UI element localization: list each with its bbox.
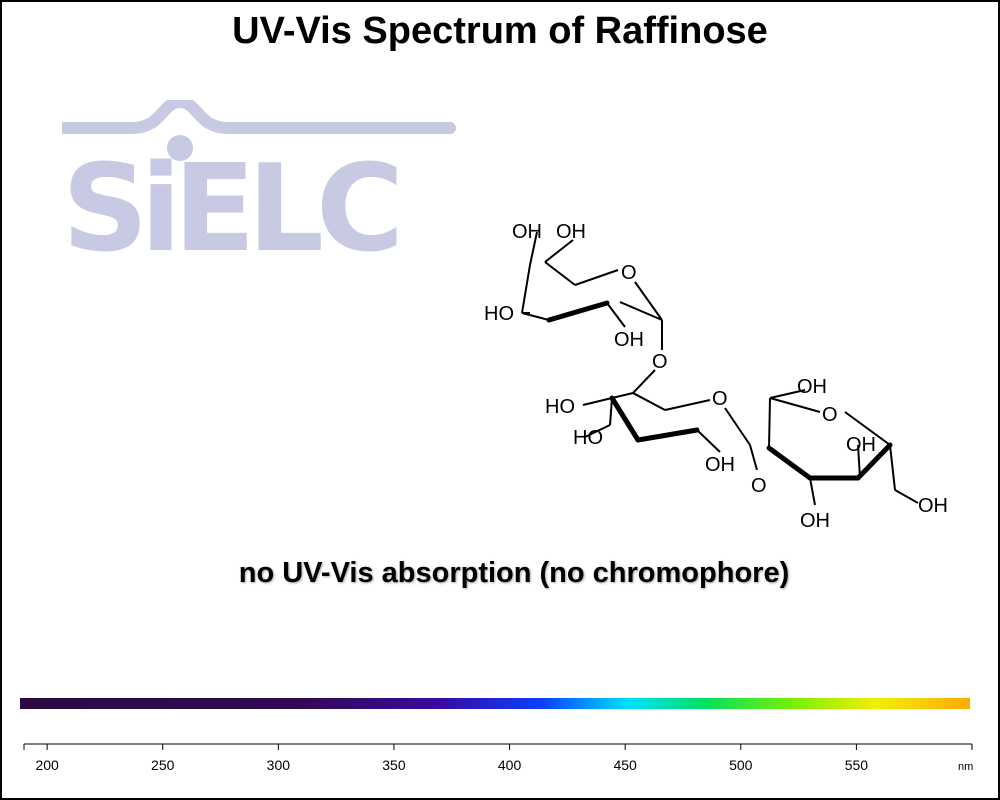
x-tick-label: 350 — [382, 757, 406, 773]
spectrum-gradient — [20, 698, 970, 709]
atom-labels: OH OH O HO OH O HO O HO OH OH O OH O OH … — [484, 221, 948, 532]
logo-swoosh — [62, 100, 456, 134]
x-tick-label: 400 — [498, 757, 522, 773]
atom-label: O — [751, 475, 767, 497]
atom-label: OH — [800, 510, 830, 532]
atom-label: O — [822, 404, 838, 426]
x-axis: 200 250 300 350 400 450 500 550 nm — [23, 743, 973, 773]
x-tick-label: 300 — [267, 757, 291, 773]
x-tick-label: 200 — [35, 757, 59, 773]
atom-label: OH — [846, 434, 876, 456]
no-absorption-note: no UV-Vis absorption (no chromophore) — [238, 557, 790, 589]
atom-label: HO — [573, 427, 603, 449]
logo-i-dot — [167, 135, 193, 161]
atom-label: O — [652, 351, 668, 373]
atom-label: OH — [705, 454, 735, 476]
atom-label: O — [712, 388, 728, 410]
atom-label: OH — [918, 495, 948, 517]
atom-label: OH — [797, 376, 827, 398]
x-axis-unit: nm — [958, 761, 973, 773]
atom-label: OH — [512, 221, 542, 243]
logo-text: SiELC — [62, 140, 404, 279]
x-axis-ticks: 200 250 300 350 400 450 500 550 — [23, 744, 973, 773]
atom-label: OH — [556, 221, 586, 243]
bond-lines — [521, 231, 919, 506]
atom-label: O — [621, 262, 637, 284]
bold-bonds — [546, 300, 893, 481]
visible-spectrum-bar — [20, 698, 970, 709]
sielc-logo — [62, 100, 456, 161]
atom-label: OH — [614, 329, 644, 351]
x-tick-label: 550 — [845, 757, 869, 773]
x-tick-label: 500 — [729, 757, 753, 773]
raffinose-structure: OH OH O HO OH O HO O HO OH OH O OH O OH … — [484, 221, 948, 532]
chart-title: UV-Vis Spectrum of Raffinose — [232, 10, 768, 52]
x-tick-label: 250 — [151, 757, 175, 773]
atom-label: HO — [545, 396, 575, 418]
x-tick-label: 450 — [613, 757, 637, 773]
atom-label: HO — [484, 303, 514, 325]
